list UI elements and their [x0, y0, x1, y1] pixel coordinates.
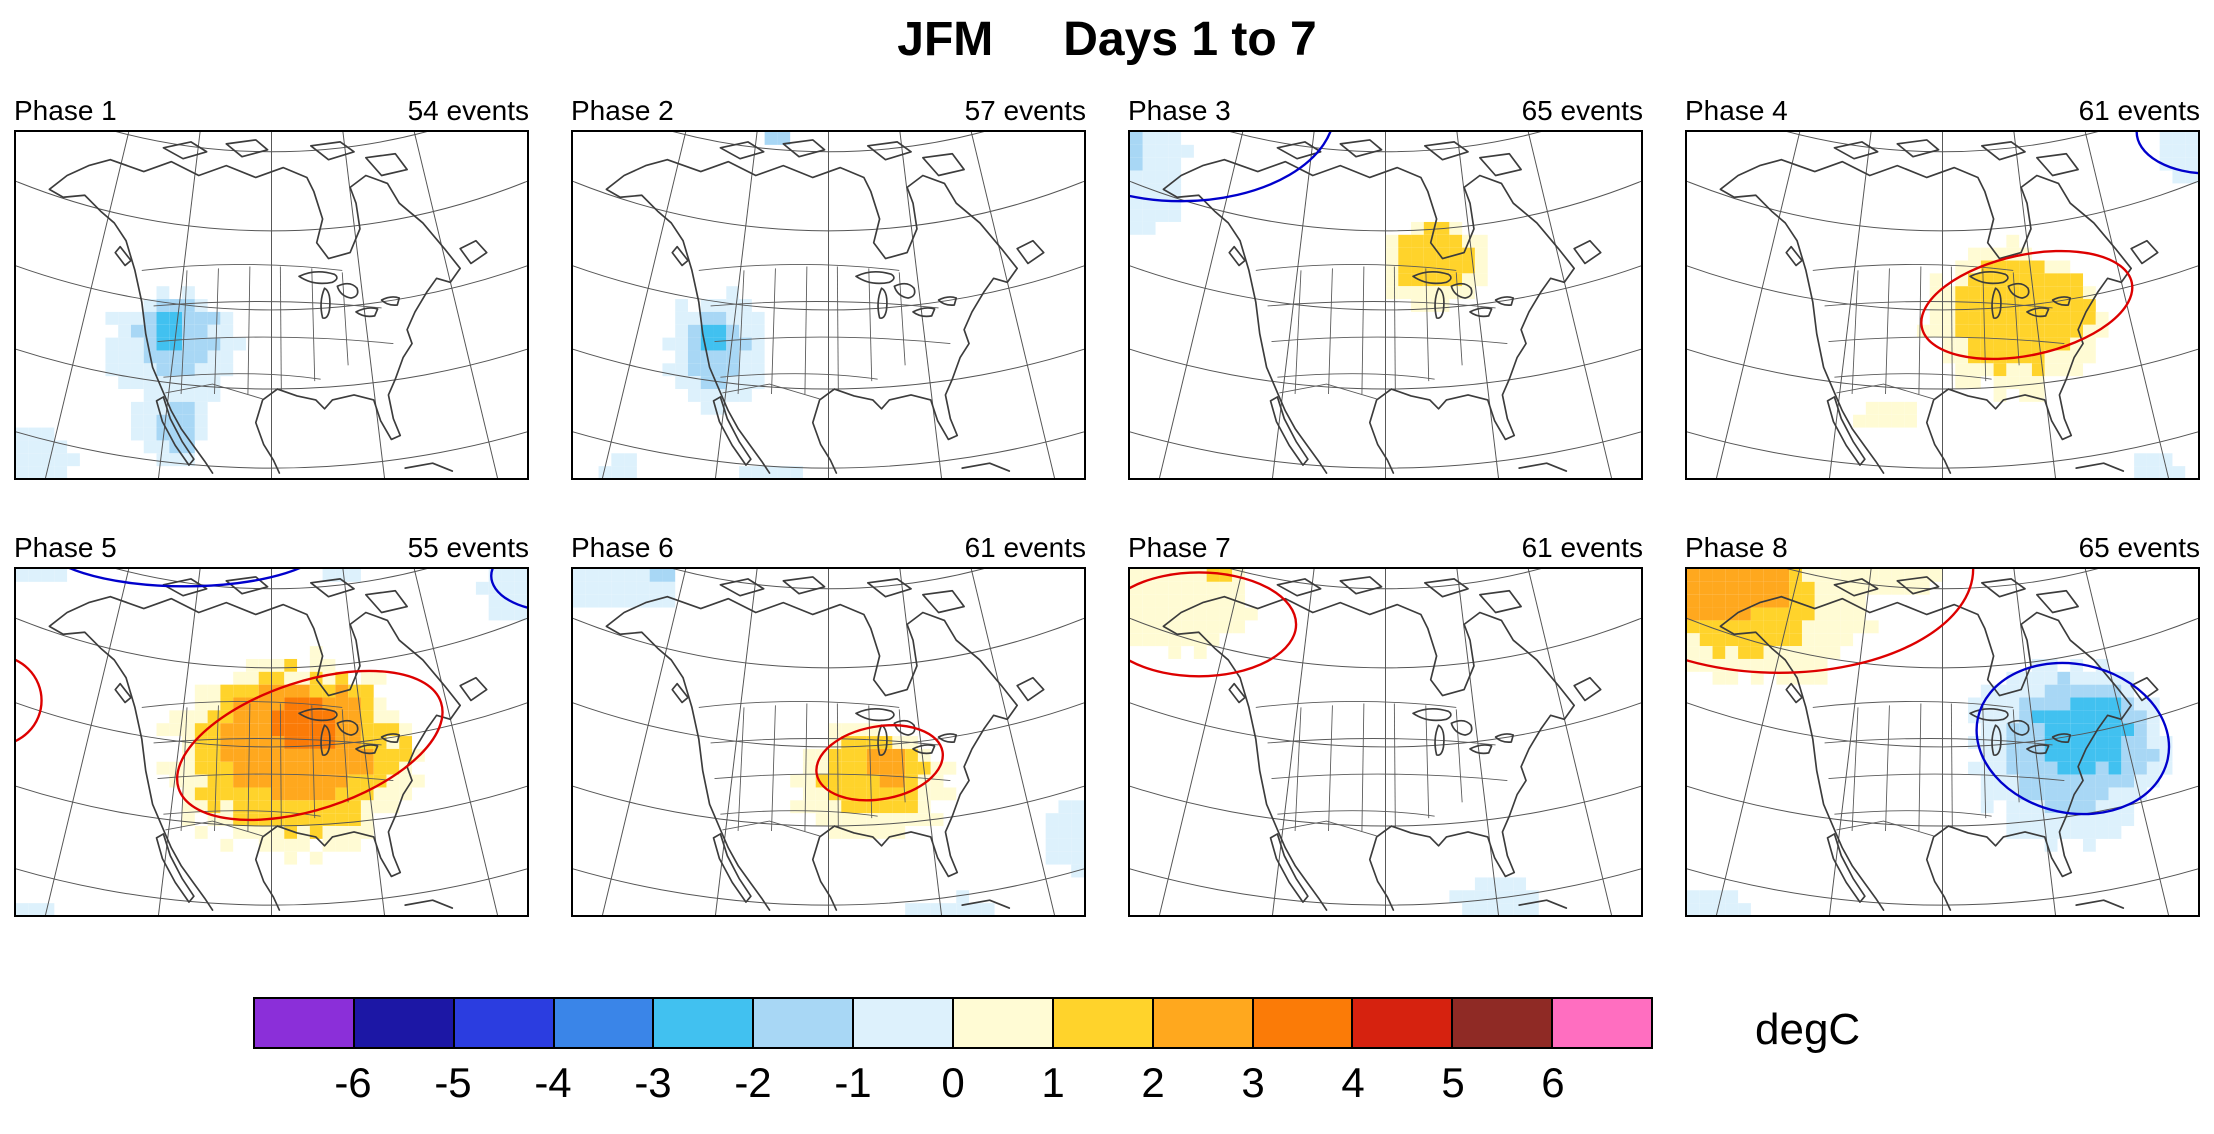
colorbar-segment [452, 999, 553, 1047]
colorbar-tick-label: 2 [1141, 1059, 1165, 1106]
panel-header: Phase 1 54 events [14, 93, 529, 127]
colorbar-tick-label: 1 [1041, 1059, 1065, 1106]
map-phase-6 [571, 567, 1086, 917]
colorbar-segment [552, 999, 653, 1047]
events-label: 57 events [964, 95, 1086, 126]
colorbar-segment [1451, 999, 1552, 1047]
map-phase-3 [1128, 130, 1643, 480]
colorbar-segment [1151, 999, 1252, 1047]
colorbar [253, 997, 1653, 1049]
events-label: 65 events [2078, 532, 2200, 563]
phase-label: Phase 7 [1128, 532, 1231, 563]
map-phase-7 [1128, 567, 1643, 917]
colorbar-segment [852, 999, 953, 1047]
panels-grid: Phase 1 54 events Phase 2 57 events Phas… [0, 93, 2214, 917]
map-canvas [1130, 569, 1641, 915]
panel-header: Phase 7 61 events [1128, 530, 1643, 564]
map-phase-4 [1685, 130, 2200, 480]
phase-label: Phase 1 [14, 95, 117, 126]
colorbar-tick-label: -6 [334, 1059, 372, 1106]
map-canvas [573, 569, 1084, 915]
panel-phase-8: Phase 8 65 events [1685, 530, 2200, 917]
colorbar-tick-label: -1 [834, 1059, 872, 1106]
panel-header: Phase 3 65 events [1128, 93, 1643, 127]
phase-label: Phase 4 [1685, 95, 1788, 126]
phase-label: Phase 5 [14, 532, 117, 563]
map-phase-8 [1685, 567, 2200, 917]
figure-title: JFM Days 1 to 7 [0, 12, 2214, 67]
events-label: 61 events [1521, 532, 1643, 563]
panel-phase-4: Phase 4 61 events [1685, 93, 2200, 480]
events-label: 61 events [964, 532, 1086, 563]
map-canvas [1687, 132, 2198, 478]
panel-phase-5: Phase 5 55 events [14, 530, 529, 917]
panel-header: Phase 4 61 events [1685, 93, 2200, 127]
events-label: 54 events [407, 95, 529, 126]
colorbar-segment [255, 999, 353, 1047]
panel-header: Phase 2 57 events [571, 93, 1086, 127]
map-canvas [16, 569, 527, 915]
colorbar-segment [1251, 999, 1352, 1047]
phase-label: Phase 3 [1128, 95, 1231, 126]
colorbar-tick-label: 5 [1441, 1059, 1465, 1106]
events-label: 65 events [1521, 95, 1643, 126]
colorbar-legend: -6 -5 -4 -3 -2 -1 0 1 2 3 4 5 6 degC [0, 997, 2214, 1117]
colorbar-ticks: -6 -5 -4 -3 -2 -1 0 1 2 3 4 5 6 [253, 1049, 1653, 1106]
phase-label: Phase 8 [1685, 532, 1788, 563]
map-phase-5 [14, 567, 529, 917]
colorbar-tick-label: 4 [1341, 1059, 1365, 1106]
colorbar-tick-label: 3 [1241, 1059, 1265, 1106]
phase-label: Phase 6 [571, 532, 674, 563]
panel-phase-1: Phase 1 54 events [14, 93, 529, 480]
map-canvas [1687, 569, 2198, 915]
colorbar-tick-label: 0 [941, 1059, 965, 1106]
colorbar-segment [1551, 999, 1652, 1047]
events-label: 61 events [2078, 95, 2200, 126]
map-phase-1 [14, 130, 529, 480]
map-phase-2 [571, 130, 1086, 480]
colorbar-tick-label: -5 [434, 1059, 472, 1106]
map-canvas [16, 132, 527, 478]
panel-phase-6: Phase 6 61 events [571, 530, 1086, 917]
panel-phase-7: Phase 7 61 events [1128, 530, 1643, 917]
colorbar-tick-label: -3 [634, 1059, 672, 1106]
phase-label: Phase 2 [571, 95, 674, 126]
map-canvas [1130, 132, 1641, 478]
colorbar-segment [752, 999, 853, 1047]
colorbar-segment [352, 999, 453, 1047]
colorbar-segment [652, 999, 753, 1047]
map-canvas [573, 132, 1084, 478]
figure: JFM Days 1 to 7 Phase 1 54 events Phase … [0, 12, 2214, 1117]
colorbar-tick-label: -4 [534, 1059, 572, 1106]
colorbar-tick-label: 6 [1541, 1059, 1565, 1106]
panel-phase-3: Phase 3 65 events [1128, 93, 1643, 480]
colorbar-tick-label: -2 [734, 1059, 772, 1106]
panel-header: Phase 5 55 events [14, 530, 529, 564]
panel-header: Phase 8 65 events [1685, 530, 2200, 564]
panel-phase-2: Phase 2 57 events [571, 93, 1086, 480]
colorbar-holder: -6 -5 -4 -3 -2 -1 0 1 2 3 4 5 6 [253, 997, 1653, 1106]
colorbar-segment [1351, 999, 1452, 1047]
figure-title-days: Days 1 to 7 [1063, 13, 1317, 66]
panel-header: Phase 6 61 events [571, 530, 1086, 564]
colorbar-unit-label: degC [1755, 1005, 1861, 1054]
events-label: 55 events [407, 532, 529, 563]
figure-title-season: JFM [897, 13, 994, 66]
colorbar-segment [1051, 999, 1152, 1047]
colorbar-segment [952, 999, 1052, 1047]
